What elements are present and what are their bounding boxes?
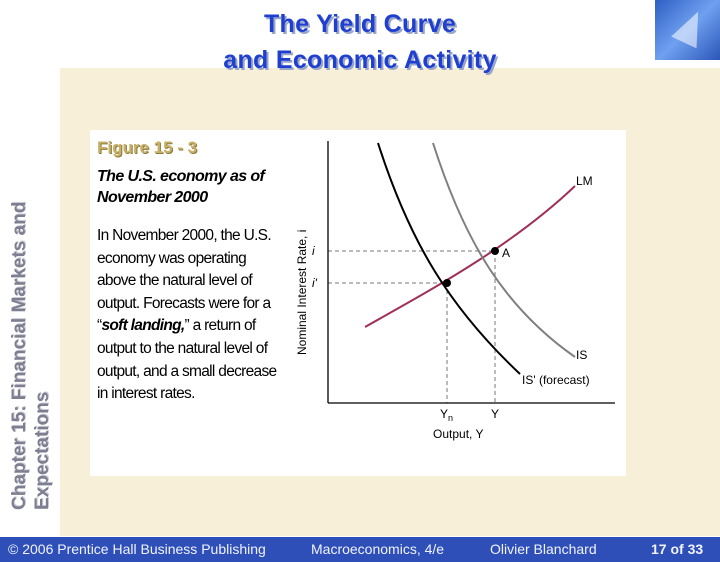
point-forecast-marker bbox=[443, 279, 451, 287]
figure-text-emphasis: soft landing, bbox=[101, 317, 185, 335]
lm-label: LM bbox=[576, 174, 593, 188]
footer-copyright: © 2006 Prentice Hall Business Publishing bbox=[8, 541, 266, 557]
tick-yn-label: Yn bbox=[440, 407, 453, 423]
is-forecast-curve bbox=[377, 142, 521, 375]
figure-panel bbox=[90, 130, 626, 476]
chapter-sidebar-label: Chapter 15: Financial Markets and Expect… bbox=[9, 201, 53, 510]
figure-text-after: ” a return of output to the natural leve… bbox=[97, 317, 277, 403]
tick-y-label: Y bbox=[491, 407, 499, 421]
footer-bar: © 2006 Prentice Hall Business Publishing… bbox=[0, 537, 720, 562]
is-label: IS bbox=[576, 348, 587, 362]
tick-iprime-label: i' bbox=[312, 276, 318, 290]
is-curve bbox=[432, 142, 576, 358]
x-axis-title: Output, Y bbox=[433, 427, 483, 441]
is-forecast-label: IS' (forecast) bbox=[522, 373, 590, 387]
tick-i-label: i bbox=[312, 244, 315, 258]
slide-title-line2: and Economic Activity bbox=[223, 46, 497, 74]
point-a-label: A bbox=[502, 246, 510, 260]
footer-author: Olivier Blanchard bbox=[490, 541, 597, 557]
figure-label: Figure 15 - 3 bbox=[97, 138, 198, 157]
figure-subtitle: The U.S. economy as of November 2000 bbox=[97, 168, 265, 206]
y-axis-title: Nominal Interest Rate, i bbox=[295, 230, 309, 355]
point-a-marker bbox=[491, 247, 499, 255]
figure-description: In November 2000, the U.S. economy was o… bbox=[97, 225, 287, 406]
lm-curve bbox=[364, 185, 576, 328]
slide-title-line1: The Yield Curve bbox=[263, 10, 457, 38]
corner-decoration bbox=[655, 0, 720, 60]
figure-text-before: In November 2000, the U.S. economy was o… bbox=[97, 227, 272, 335]
footer-book-title: Macroeconomics, 4/e bbox=[311, 541, 445, 557]
is-lm-diagram: LM IS IS' (forecast) A i i' Yn Y Output,… bbox=[295, 141, 615, 441]
footer-page-number: 17 of 33 bbox=[651, 541, 704, 557]
